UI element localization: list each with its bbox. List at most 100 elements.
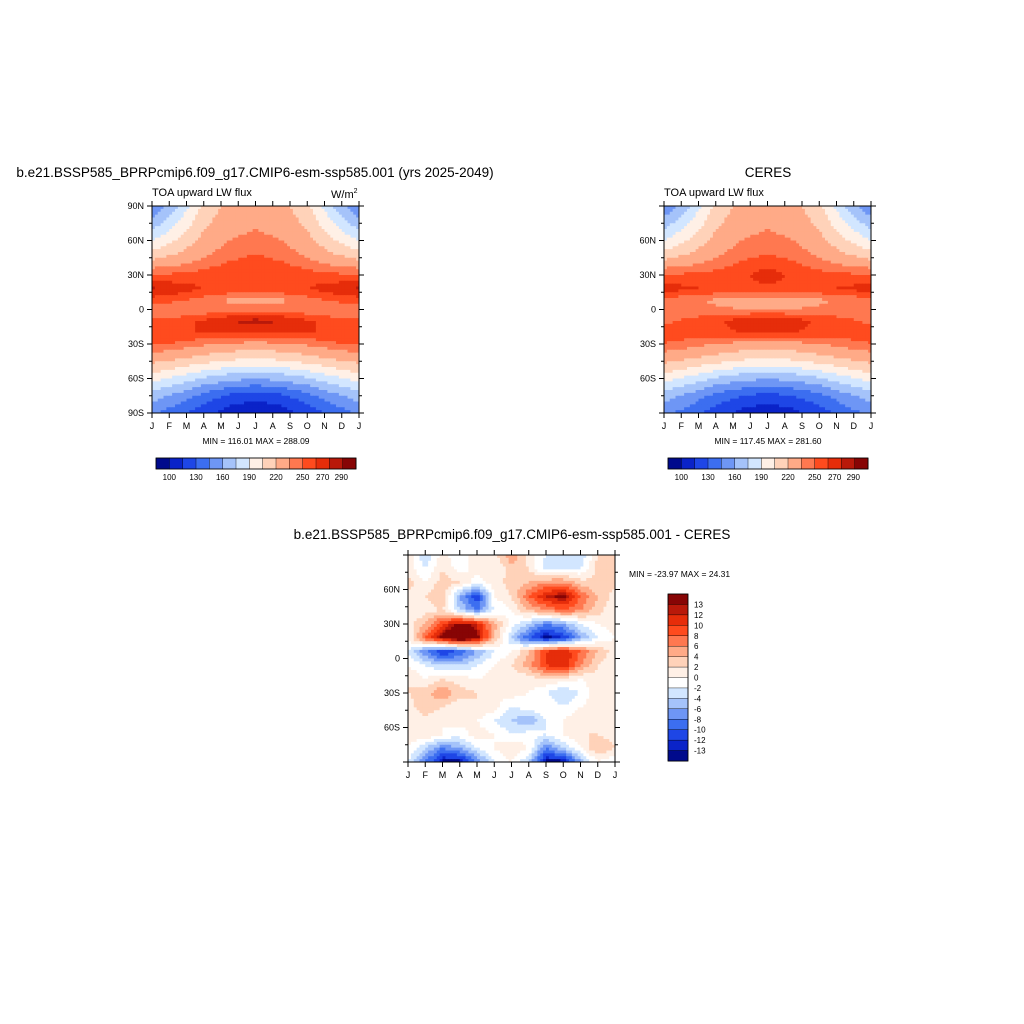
heatmap-cell: [198, 246, 202, 250]
heatmap-cell: [232, 237, 236, 241]
heatmap-cell: [341, 387, 346, 391]
heatmap-cell: [327, 243, 331, 247]
heatmap-cell: [195, 315, 199, 319]
heatmap-cell: [269, 220, 274, 224]
heatmap-cell: [177, 306, 182, 310]
heatmap-cell: [264, 384, 268, 388]
heatmap-cell: [157, 286, 162, 290]
heatmap-cell: [272, 358, 277, 362]
heatmap-cell: [356, 266, 360, 270]
heatmap-cell: [189, 260, 193, 264]
heatmap-cell: [249, 401, 254, 405]
heatmap-cell: [267, 206, 271, 210]
heatmap-cell: [175, 206, 179, 210]
heatmap-cell: [200, 214, 205, 218]
heatmap-cell: [180, 295, 185, 299]
heatmap-cell: [186, 390, 190, 394]
heatmap-cell: [284, 254, 288, 259]
heatmap-cell: [209, 286, 213, 290]
heatmap-cell: [218, 249, 222, 253]
heatmap-cell: [195, 208, 199, 213]
heatmap-cell: [313, 283, 317, 287]
heatmap-cell: [232, 378, 236, 382]
heatmap-cell: [307, 217, 311, 221]
heatmap-cell: [298, 326, 302, 331]
heatmap-cell: [336, 223, 340, 227]
heatmap-cell: [221, 361, 225, 365]
heatmap-cell: [189, 229, 193, 233]
heatmap-cell: [152, 237, 156, 241]
heatmap-cell: [241, 352, 245, 356]
heatmap-cell: [295, 277, 300, 282]
heatmap-cell: [341, 214, 346, 218]
heatmap-cell: [272, 321, 277, 325]
heatmap-cell: [189, 321, 193, 325]
heatmap-cell: [244, 275, 248, 279]
heatmap-cell: [160, 346, 164, 351]
heatmap-cell: [290, 208, 294, 213]
heatmap-cell: [160, 335, 164, 339]
heatmap-cell: [338, 277, 343, 282]
heatmap-cell: [198, 260, 202, 264]
heatmap-cell: [212, 329, 216, 333]
heatmap-cell: [318, 364, 323, 368]
heatmap-cell: [321, 349, 325, 354]
heatmap-cell: [290, 387, 294, 391]
heatmap-cell: [261, 326, 265, 331]
heatmap-cell: [347, 306, 351, 310]
heatmap-cell: [295, 234, 300, 239]
heatmap-cell: [163, 229, 167, 233]
heatmap-cell: [356, 392, 360, 397]
heatmap-cell: [292, 352, 297, 356]
heatmap-cell: [267, 298, 271, 302]
heatmap-cell: [206, 349, 210, 354]
heatmap-cell: [258, 249, 262, 253]
heatmap-cell: [186, 329, 190, 333]
heatmap-cell: [347, 338, 351, 342]
heatmap-cell: [175, 295, 179, 299]
heatmap-cell: [223, 303, 228, 308]
heatmap-cell: [246, 326, 251, 331]
heatmap-cell: [186, 361, 190, 365]
heatmap-cell: [347, 358, 351, 362]
heatmap-cell: [318, 237, 323, 241]
heatmap-cell: [315, 390, 320, 394]
heatmap-cell: [284, 309, 288, 313]
heatmap-cell: [232, 346, 236, 351]
heatmap-cell: [313, 217, 317, 221]
heatmap-cell: [252, 226, 256, 230]
heatmap-cell: [336, 358, 340, 362]
heatmap-cell: [221, 229, 225, 233]
heatmap-cell: [235, 312, 239, 316]
heatmap-cell: [275, 303, 279, 308]
heatmap-cell: [336, 384, 340, 388]
heatmap-cell: [347, 292, 351, 296]
heatmap-cell: [310, 344, 314, 348]
heatmap-cell: [295, 323, 300, 328]
heatmap-cell: [177, 352, 182, 356]
heatmap-cell: [324, 223, 328, 227]
heatmap-cell: [290, 364, 294, 368]
heatmap-cell: [172, 286, 176, 290]
heatmap-cell: [209, 341, 213, 345]
heatmap-cell: [223, 298, 228, 302]
heatmap-cell: [275, 329, 279, 333]
heatmap-cell: [221, 246, 225, 250]
heatmap-cell: [315, 277, 320, 282]
heatmap-cell: [252, 352, 256, 356]
heatmap-cell: [195, 404, 199, 408]
heatmap-cell: [189, 309, 193, 313]
heatmap-cell: [258, 298, 262, 302]
heatmap-cell: [255, 223, 259, 227]
heatmap-cell: [272, 226, 277, 230]
heatmap-cell: [272, 240, 277, 244]
heatmap-cell: [246, 277, 251, 282]
heatmap-cell: [186, 326, 190, 331]
heatmap-cell: [350, 252, 354, 256]
heatmap-cell: [206, 372, 210, 377]
heatmap-cell: [232, 332, 236, 336]
heatmap-cell: [212, 260, 216, 264]
heatmap-cell: [186, 344, 190, 348]
heatmap-cell: [172, 283, 176, 287]
heatmap-cell: [241, 369, 245, 374]
